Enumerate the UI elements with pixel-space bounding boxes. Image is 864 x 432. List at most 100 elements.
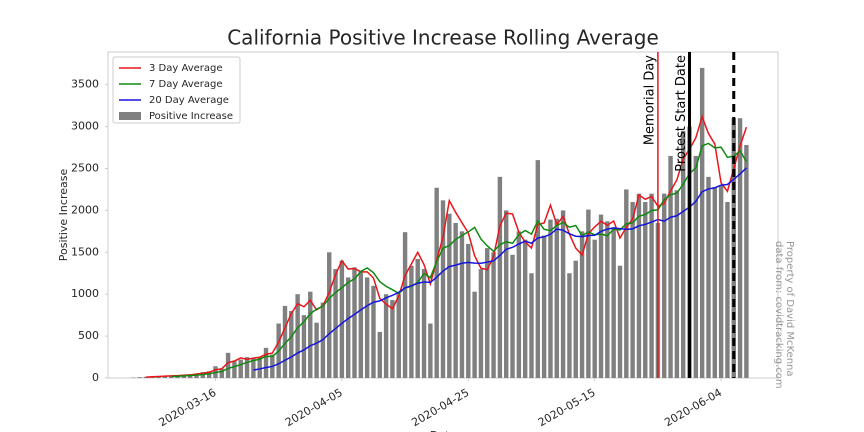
bar [364,277,370,378]
bar [598,214,604,378]
bar [516,231,522,378]
bar [466,243,471,378]
y-tick-label: 1000 [71,287,99,300]
bar [491,252,496,378]
bar [712,186,718,378]
bar [308,291,313,378]
bar [345,277,351,378]
bar [510,254,515,378]
bar [567,273,572,378]
bar [383,294,389,378]
bar [453,222,458,378]
bar [333,269,338,378]
legend-box [112,56,241,124]
bar [415,258,420,378]
bar [459,231,465,378]
chart-title: California Positive Increase Rolling Ave… [227,26,659,50]
bar [624,189,629,378]
bar [579,231,585,378]
watermark: data from: covidtracking.com [773,241,784,389]
bar [168,375,174,378]
bar [699,67,705,378]
bar [718,185,724,378]
bar [402,232,408,378]
bar [289,310,294,378]
bar [301,315,307,378]
bar [674,190,680,378]
line [145,114,748,378]
bar [352,267,357,378]
line [253,167,747,371]
y-tick-label: 1500 [71,245,99,258]
bar [535,160,541,378]
legend-label: 3 Day Average [149,63,223,74]
annotation-label: Protest Start Date [674,55,689,172]
y-tick-label: 2000 [71,203,99,216]
bar [421,269,427,378]
bar [744,145,749,378]
bar [503,210,509,378]
bar [497,176,503,378]
bar [314,322,319,378]
bar [693,155,699,378]
bar [662,193,667,378]
bar [548,219,553,378]
bar [636,193,642,378]
legend-swatch [119,112,141,120]
bar [592,239,597,378]
bar [339,260,345,378]
bar [238,359,243,378]
bar [586,209,591,378]
bar [643,202,648,378]
watermark: Property of David McKenna [784,241,795,377]
bar [295,294,300,378]
legend-label: 7 Day Average [149,79,223,90]
bar [390,300,395,378]
legend-label: Positive Increase [149,111,233,122]
y-tick-label: 500 [78,329,99,342]
bar [263,347,269,378]
bar [541,235,547,378]
x-axis-label: Date [430,429,457,432]
bar [251,357,256,378]
bar [396,294,401,378]
bar [358,270,364,378]
bar [137,377,142,378]
y-tick-label: 0 [92,371,99,384]
bar [206,371,212,378]
legend-label: 20 Day Average [149,95,229,106]
bar [327,252,332,378]
bar [371,285,376,378]
bar [409,265,414,378]
y-axis-label: Positive Increase [57,169,70,262]
bar [232,361,237,378]
bar [725,202,730,378]
bar [377,331,383,378]
bar [447,213,452,378]
y-tick-label: 3500 [71,78,99,91]
bar [257,357,262,378]
bar [485,248,490,378]
bar [440,200,446,378]
bar [560,210,566,378]
bar [573,260,578,378]
annotation-label: Memorial Day [642,55,657,145]
bar [680,130,686,378]
y-tick-label: 2500 [71,161,99,174]
bar [706,176,711,378]
line [171,142,748,378]
bar [737,118,743,378]
bar [143,376,149,378]
bar [611,227,616,378]
bar [472,291,477,378]
bar [668,155,673,378]
bar [225,352,231,378]
y-tick-label: 3000 [71,120,99,133]
bar [434,187,439,378]
bar [219,368,224,378]
bar [162,375,168,378]
bar [617,265,623,378]
bar [529,273,534,378]
bar [428,323,433,378]
bar [522,239,528,378]
